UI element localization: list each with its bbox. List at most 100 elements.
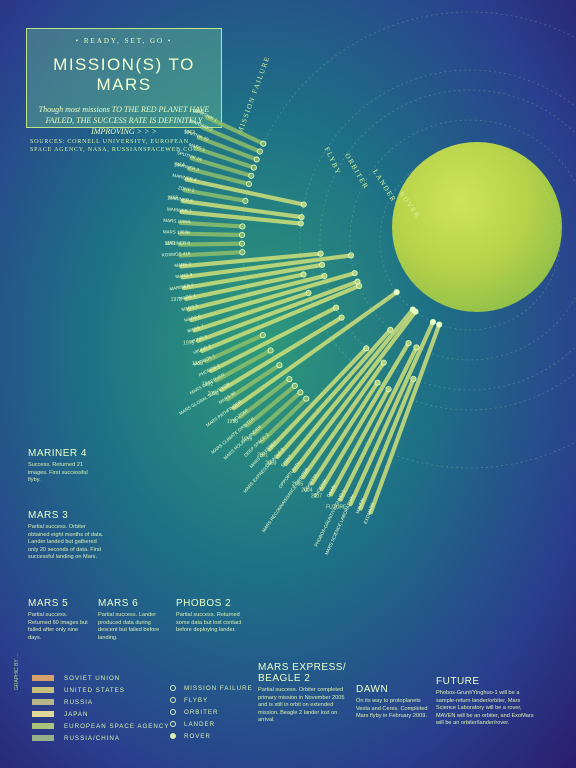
mars-planet: [392, 142, 562, 312]
mission-bar-line: [214, 348, 273, 383]
legend-item: FLYBY: [170, 694, 253, 706]
legend-swatch: [32, 699, 54, 705]
year-label: 1962: [184, 130, 195, 136]
note-title: MARS 3: [28, 510, 69, 521]
legend-item: ORBITER: [170, 706, 253, 718]
note-mars-3: MARS 3 Partial success. Orbiter obtained…: [28, 510, 108, 562]
legend-item: EUROPEAN SPACE AGENCY: [32, 720, 169, 732]
mission-bar: ZOND 2: [178, 185, 249, 204]
mission-endpoint: [303, 395, 310, 402]
mission-endpoint: [253, 156, 260, 163]
mission-bar-line: [348, 319, 436, 507]
mission-bar: MARS 5: [181, 272, 328, 312]
mission-endpoint: [286, 376, 293, 383]
mission-bar-line: [209, 305, 339, 373]
mission-bar-line: [328, 387, 391, 497]
year-label: 1973: [171, 297, 182, 303]
legend-swatch: [32, 711, 54, 717]
outcome-ring: [241, 11, 576, 469]
legend-item: RUSSIA: [32, 696, 169, 708]
mission-endpoint: [260, 140, 267, 147]
mission-endpoint: [412, 308, 419, 315]
mission-endpoint: [242, 197, 249, 204]
mission-bar: MARS 1969A: [163, 218, 246, 230]
note-title: DAWN: [356, 684, 389, 695]
year-label: 2007: [311, 494, 322, 500]
legend-item: JAPAN: [32, 708, 169, 720]
mission-bar-line: [310, 380, 380, 486]
mission-bar: MARS 1969B: [163, 229, 246, 239]
mission-bar-line: [225, 363, 282, 402]
mission-bar: MARS 2: [174, 250, 324, 269]
mission-label: MARS 5: [181, 303, 199, 312]
mission-endpoint: [245, 181, 253, 188]
mission-bar: MARS 7: [187, 289, 312, 334]
note-body: Partial success. Orbiter completed prima…: [258, 687, 345, 723]
mission-label: MARS 1969A: [163, 218, 191, 225]
mission-endpoint: [248, 172, 255, 179]
mission-bar: MARINER 4: [172, 173, 307, 208]
mission-bar-line: [180, 198, 304, 220]
year-label: 2003: [265, 460, 276, 466]
note-body: Success. Returned 21 images. First succe…: [28, 462, 88, 483]
mission-bar-line: [195, 279, 360, 343]
note-title: FUTURE: [436, 676, 480, 687]
note-body: Phobos-Grunt/Yinghuo-1 will be a sample-…: [436, 690, 534, 726]
year-label: 1996: [208, 391, 219, 397]
mission-bar: MARS 3: [175, 252, 355, 280]
mission-endpoint: [385, 386, 392, 393]
mission-endpoint: [333, 304, 340, 311]
legend-dot: [170, 733, 176, 739]
legend-outcomes: MISSION FAILURE FLYBY ORBITER LANDER ROV…: [170, 682, 253, 742]
mission-endpoint: [429, 318, 436, 326]
mission-label: MARS 7: [187, 323, 205, 333]
year-label: 2005: [292, 481, 303, 487]
mission-bar: MARS 4: [179, 271, 307, 301]
mission-endpoint: [276, 362, 283, 369]
mission-bar-line: [301, 360, 386, 480]
legend-dot: [170, 709, 176, 715]
mission-endpoint: [298, 214, 305, 221]
mission-bar-line: [219, 315, 344, 393]
legend-swatch: [32, 723, 54, 729]
mission-bar-line: [183, 272, 306, 301]
mission-bar: KOSMOS 419: [162, 249, 246, 258]
mission-endpoint: [319, 261, 326, 268]
note-title: PHOBOS 2: [176, 598, 232, 609]
mission-bar-line: [245, 383, 297, 428]
mission-bar: MARINER 7: [167, 206, 304, 227]
mission-bar-line: [252, 390, 303, 436]
outcome-ring: [379, 149, 561, 331]
mission-endpoint: [239, 249, 246, 256]
mission-endpoint: [410, 375, 417, 382]
mission-endpoint: [387, 326, 394, 333]
note-title: MARS 5: [28, 598, 69, 609]
outcome-ring: [349, 119, 576, 361]
mission-bar-line: [189, 156, 254, 178]
mission-bar: DAWN: [326, 386, 392, 498]
mission-bar-line: [319, 340, 411, 492]
mission-bar-line: [186, 166, 252, 187]
mission-endpoint: [374, 379, 381, 386]
mission-bar-line: [179, 209, 303, 226]
mission-endpoint: [380, 359, 387, 366]
legend-swatch: [32, 675, 54, 681]
mission-label: MARS 1969B: [163, 229, 190, 235]
mission-bar-line: [192, 290, 311, 333]
mission-label: MARS 3: [175, 272, 193, 279]
mission-endpoint: [393, 289, 400, 296]
legend-swatch: [32, 735, 54, 741]
mission-endpoint: [305, 289, 312, 297]
mission-bar-line: [189, 271, 357, 323]
mission-endpoint: [239, 223, 246, 230]
mission-label: MARS 2: [174, 261, 192, 268]
note-title: MARINER 4: [28, 448, 87, 459]
mission-bar-line: [338, 345, 419, 502]
mission-bar-line: [184, 177, 306, 207]
mission-label: SPUTNIK 24: [176, 150, 203, 162]
mission-endpoint: [321, 272, 328, 279]
outcome-ring: [319, 89, 576, 391]
note-mars-5: MARS 5 Partial success. Returned 60 imag…: [28, 598, 88, 642]
mission-endpoint: [436, 321, 443, 328]
